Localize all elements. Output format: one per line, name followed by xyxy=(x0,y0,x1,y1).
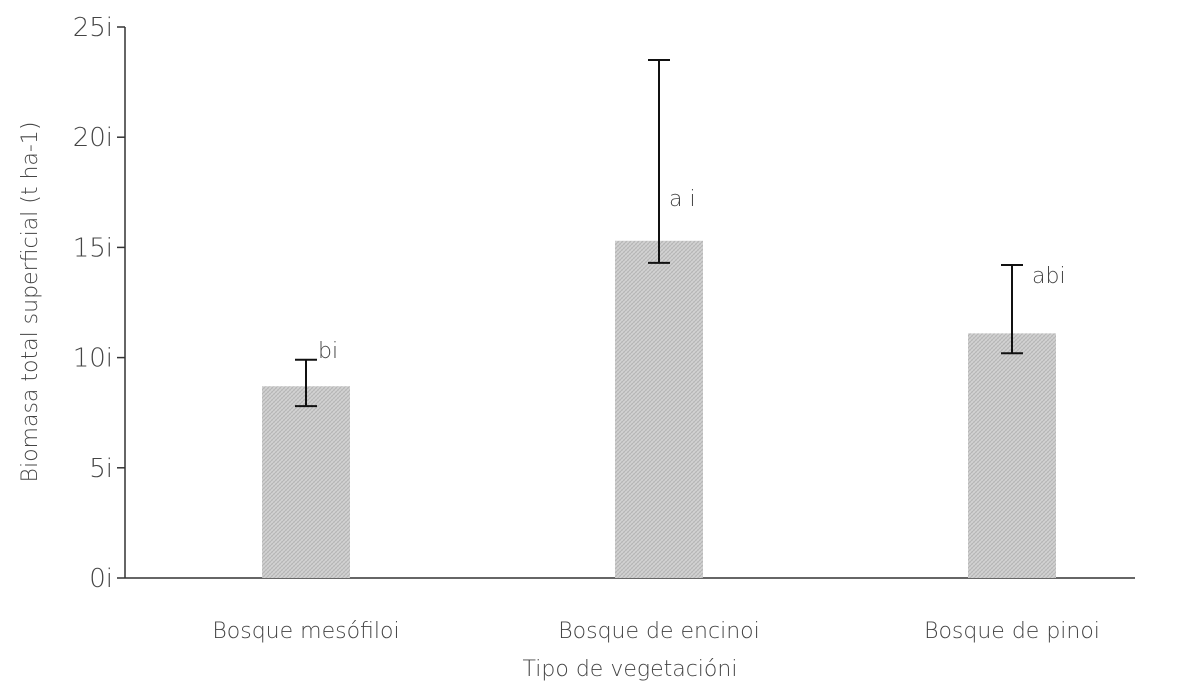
significance-label: bi xyxy=(318,339,338,364)
y-tick-label: 20i xyxy=(73,123,113,153)
y-tick-label: 0i xyxy=(89,564,113,594)
bar xyxy=(968,333,1056,578)
y-tick-label: 5i xyxy=(89,454,113,484)
category-labels: Bosque mesófiloi Bosque de encinoi Bosque … xyxy=(212,619,1100,644)
significance-labels: bi a i abi xyxy=(318,187,1066,364)
x-axis-title: Tipo de vegetacióni xyxy=(523,657,738,682)
y-ticks: 0i 5i 10i 15i 20i 25i xyxy=(73,13,125,594)
error-bars xyxy=(295,59,1023,408)
bar xyxy=(262,386,350,578)
y-tick-label: 10i xyxy=(73,344,113,374)
significance-label: abi xyxy=(1032,264,1066,289)
bar xyxy=(615,240,703,578)
x-tick-label: Bosque de encinoi xyxy=(558,619,759,644)
y-tick-label: 15i xyxy=(73,233,113,263)
x-tick-label: Bosque mesófiloi xyxy=(212,619,399,644)
x-tick-label: Bosque de pinoi xyxy=(924,619,1100,644)
y-axis-title: Biomasa total superficial (t ha-1) xyxy=(18,122,43,483)
bars xyxy=(262,240,1056,578)
y-tick-label: 25i xyxy=(73,13,113,43)
significance-label: a i xyxy=(669,187,696,212)
